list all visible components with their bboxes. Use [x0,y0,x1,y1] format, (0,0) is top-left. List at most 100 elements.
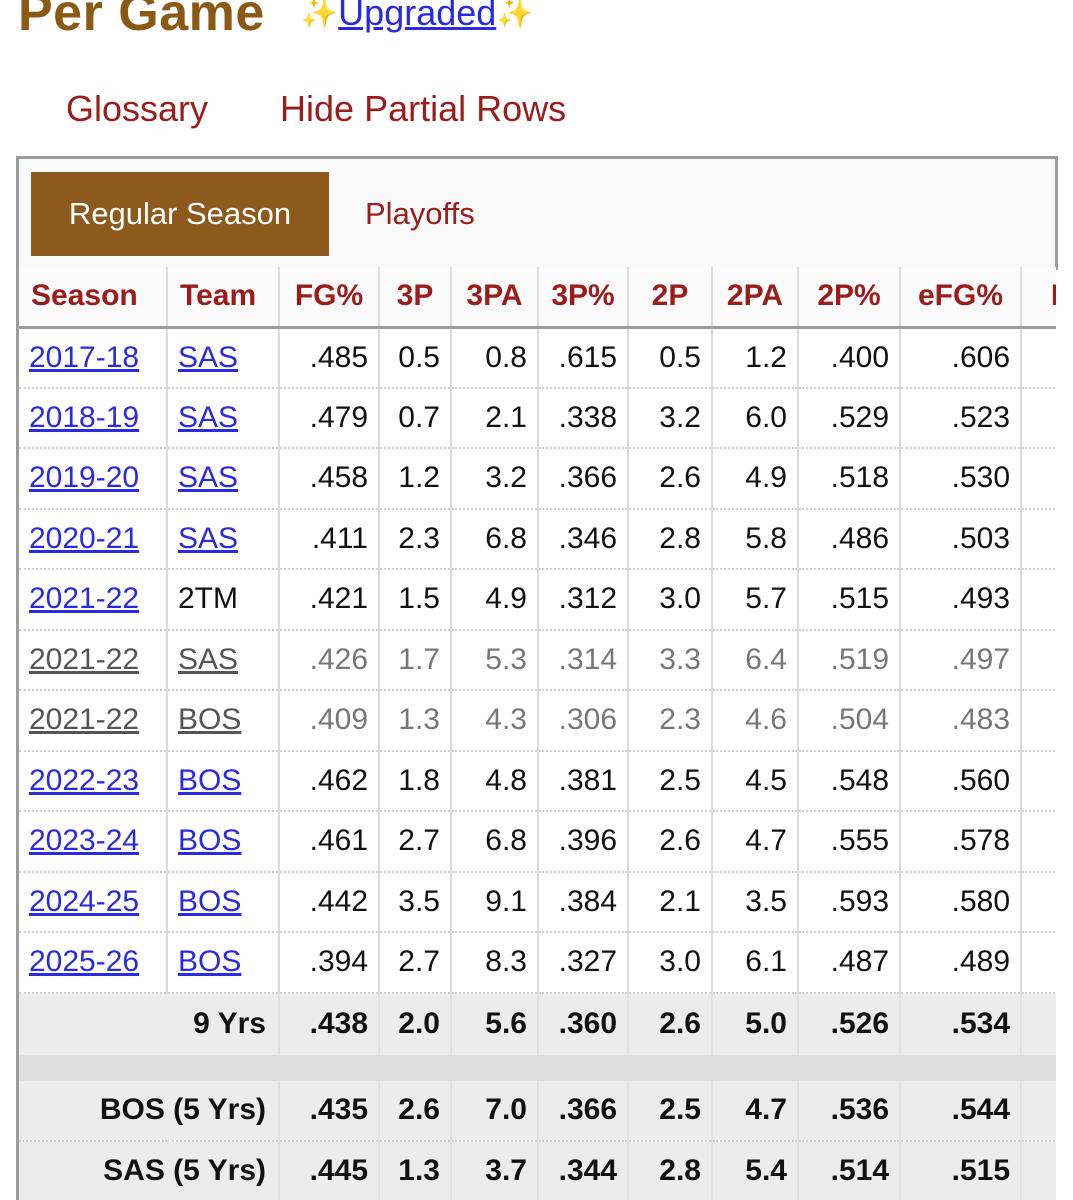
team-link[interactable]: SAS [178,521,239,555]
stat-cell-efg: .606 [900,327,1022,389]
team-link[interactable]: BOS [178,884,242,918]
column-header-efg-pct[interactable]: eFG% [900,267,1022,329]
stat-cell-fg: .435 [279,1080,380,1142]
stat-cell-efg: .497 [900,629,1022,691]
season-cell: 2024-25 [19,871,168,933]
team-link[interactable]: BOS [178,763,242,797]
season-cell: 2025-26 [19,932,168,994]
glossary-link[interactable]: Glossary [66,88,209,129]
stat-cell-p3a: 5.3 [451,629,539,691]
season-link[interactable]: 2021-22 [29,642,140,676]
stat-cell-p2pct: .518 [798,448,901,510]
season-link[interactable]: 2021-22 [29,703,140,737]
stat-cell-next: 2 [1021,629,1056,691]
total-label: 9 Yrs [19,992,280,1055]
stat-cell-p2pct: .486 [798,508,901,570]
stat-cell-p2a: 1.2 [712,327,799,389]
column-header-3p-pct[interactable]: 3P% [538,267,629,329]
column-header-f[interactable]: F [1021,267,1056,329]
team-cell: BOS [167,871,280,933]
team-link[interactable]: SAS [178,400,239,434]
team-cell: SAS [167,387,280,449]
stat-cell-p3pct: .381 [538,750,629,812]
column-header-2p[interactable]: 2P [628,267,713,329]
column-header-team[interactable]: Team [167,267,280,329]
season-link[interactable]: 2018-19 [29,400,140,434]
stat-cell-p2: 3.3 [628,629,713,691]
stat-cell-p3pct: .314 [538,629,629,691]
season-link[interactable]: 2017-18 [29,340,140,374]
stat-cell-p3a: 8.3 [451,932,539,994]
column-header-3pa[interactable]: 3PA [451,267,539,329]
stat-cell-fg: .426 [279,629,380,691]
stat-cell-p3a: 4.8 [451,750,539,812]
team-cell: BOS [167,690,280,752]
season-link[interactable]: 2022-23 [29,763,140,797]
team-cell: 2TM [167,569,280,631]
team-link[interactable]: BOS [178,703,242,737]
stat-cell-p2: 2.5 [628,750,713,812]
team-link[interactable]: BOS [178,945,242,979]
stat-cell-efg: .578 [900,811,1022,873]
stat-cell-p2a: 4.7 [712,1080,799,1142]
season-link[interactable]: 2021-22 [29,582,140,616]
stat-cell-fg: .411 [279,508,380,570]
stat-cell-p3pct: .366 [538,1080,629,1142]
stat-cell-next: 1 [1021,387,1056,449]
season-link[interactable]: 2024-25 [29,884,140,918]
column-header-fg-pct[interactable]: FG% [279,267,380,329]
team-link[interactable]: BOS [178,824,242,858]
spacer-cell [19,1054,1056,1081]
tab-regular-season[interactable]: Regular Season [31,172,329,256]
stat-cell-fg: .479 [279,387,380,449]
column-header-2pa[interactable]: 2PA [712,267,799,329]
stat-cell-p3: 0.5 [379,327,452,389]
stat-cell-p2: 2.3 [628,690,713,752]
upgraded-link[interactable]: Upgraded [338,0,497,33]
stat-cell-fg: .421 [279,569,380,631]
stat-cell-p2a: 6.0 [712,387,799,449]
column-header-3p[interactable]: 3P [379,267,452,329]
season-link[interactable]: 2023-24 [29,824,140,858]
stat-cell-fg: .394 [279,932,380,994]
tab-playoffs[interactable]: Playoffs [365,196,475,231]
stat-cell-p3a: 2.1 [451,387,539,449]
stat-cell-fg: .442 [279,871,380,933]
column-header-season[interactable]: Season [19,267,168,329]
stat-cell-p3: 1.8 [379,750,452,812]
stat-cell-fg: .462 [279,750,380,812]
stat-cell-efg: .489 [900,932,1022,994]
team-link[interactable]: SAS [178,642,239,676]
team-cell: BOS [167,811,280,873]
season-link[interactable]: 2025-26 [29,945,140,979]
season-link[interactable]: 2019-20 [29,461,140,495]
stat-cell-p3a: 4.3 [451,690,539,752]
team-link[interactable]: SAS [178,461,239,495]
team-link[interactable]: SAS [178,340,239,374]
stat-cell-p3pct: .360 [538,992,629,1055]
season-cell: 2022-23 [19,750,168,812]
stat-cell-p2a: 5.7 [712,569,799,631]
stat-cell-fg: .461 [279,811,380,873]
column-header-2p-pct[interactable]: 2P% [798,267,901,329]
stat-cell-p3pct: .327 [538,932,629,994]
stat-cell-p3a: 5.6 [451,992,539,1055]
stat-cell-p3: 1.2 [379,448,452,510]
stat-cell-p3a: 7.0 [451,1080,539,1142]
stat-cell-efg: .560 [900,750,1022,812]
hide-partial-rows-link[interactable]: Hide Partial Rows [280,88,567,129]
season-link[interactable]: 2020-21 [29,521,140,555]
stat-cell-p3pct: .366 [538,448,629,510]
stat-cell-fg: .409 [279,690,380,752]
stat-cell-p2pct: .487 [798,932,901,994]
stat-cell-p2pct: .593 [798,871,901,933]
stat-cell-p3pct: .346 [538,508,629,570]
